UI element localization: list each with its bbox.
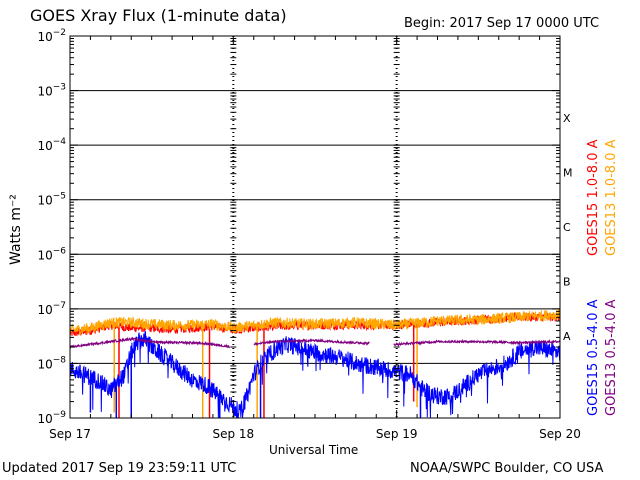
y-tick-label: 10−9 [37, 410, 66, 426]
y-tick-label: 10−7 [37, 301, 66, 317]
legend-goes13-short: GOES13 0.5-4.0 A [604, 299, 619, 416]
y-tick-label: 10−2 [37, 28, 66, 44]
frame-layer [69, 35, 561, 419]
flare-class-label: A [563, 330, 571, 343]
begin-time-label: Begin: 2017 Sep 17 0000 UTC [404, 16, 600, 31]
y-tick-label: 10−5 [37, 192, 66, 208]
x-tick-label: Sep 18 [212, 427, 254, 441]
flare-class-label: M [563, 166, 573, 179]
y-tick-label: 10−4 [37, 137, 66, 153]
flare-class-label: B [563, 276, 571, 289]
ticks-layer: 10−9 10−8 10−7 10−6 10−5 10−4 10−3 10−2 Sep 17 Se… [37, 28, 580, 441]
updated-timestamp: Updated 2017 Sep 19 23:59:11 UTC [2, 461, 237, 476]
flare-class-label: C [563, 221, 571, 234]
series-line-3 [69, 336, 561, 349]
plot-frame [69, 35, 561, 419]
series-line-1 [69, 309, 561, 336]
x-tick-label: Sep 17 [49, 427, 91, 441]
series-layer [69, 309, 561, 419]
series-line-2 [69, 331, 561, 419]
legend-goes15-long: GOES15 1.0-8.0 A [586, 139, 601, 256]
x-tick-label: Sep 19 [376, 427, 418, 441]
x-tick-label: Sep 20 [539, 427, 581, 441]
legend-goes15-short: GOES15 0.5-4.0 A [586, 299, 601, 416]
legend-goes13-long: GOES13 1.0-8.0 A [604, 139, 619, 256]
grid-layer [70, 36, 560, 418]
y-tick-label: 10−8 [37, 355, 66, 371]
source-credit: NOAA/SWPC Boulder, CO USA [410, 461, 604, 476]
y-tick-label: 10−6 [37, 246, 66, 262]
y-tick-label: 10−3 [37, 83, 66, 99]
chart-title: GOES Xray Flux (1-minute data) [30, 6, 287, 25]
x-axis-label: Universal Time [269, 443, 359, 457]
flare-class-label: X [563, 112, 571, 125]
